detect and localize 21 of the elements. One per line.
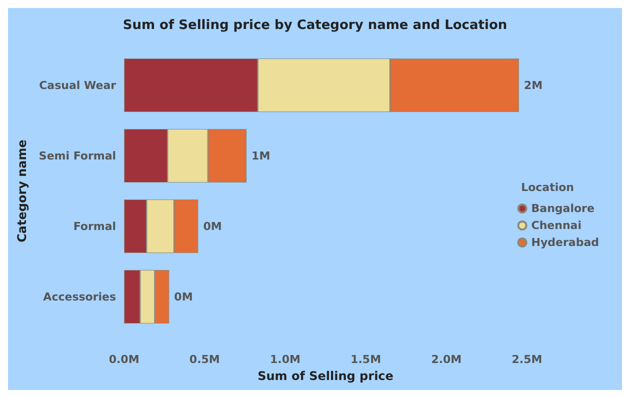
x-tick-label: 0.5M bbox=[189, 353, 220, 366]
legend-label: Hyderabad bbox=[531, 236, 600, 249]
x-axis-title: Sum of Selling price bbox=[258, 368, 394, 383]
total-label: 2M bbox=[524, 78, 543, 92]
total-label: 0M bbox=[174, 290, 193, 304]
x-tick-label: 2.5M bbox=[512, 353, 542, 366]
y-axis-title: Category name bbox=[15, 140, 29, 242]
legend-label: Bangalore bbox=[531, 202, 594, 215]
x-tick-label: 0.0M bbox=[108, 353, 140, 366]
chart-title: Sum of Selling price by Category name and Location bbox=[122, 18, 508, 33]
x-tick-label: 1.5M bbox=[350, 353, 382, 366]
legend-label: Chennai bbox=[531, 219, 582, 232]
y-tick-label: Semi Formal bbox=[38, 149, 116, 162]
legend-title: Location bbox=[521, 181, 574, 194]
y-tick-label: Formal bbox=[73, 220, 116, 233]
x-tick-label: 1.0M bbox=[270, 353, 300, 366]
y-tick-label: Casual Wear bbox=[39, 78, 117, 92]
total-label: 0M bbox=[203, 220, 222, 233]
total-label: 1M bbox=[252, 149, 270, 162]
y-tick-label: Accessories bbox=[43, 290, 116, 304]
x-tick-label: 2.0M bbox=[431, 353, 462, 366]
